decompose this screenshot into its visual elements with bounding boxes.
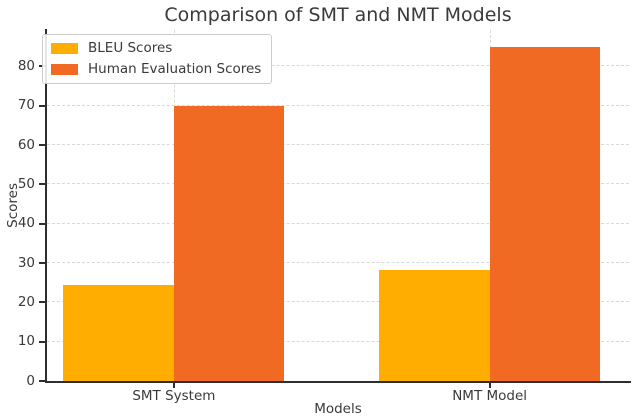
legend: BLEU Scores Human Evaluation Scores <box>42 34 273 85</box>
y-gridline-20 <box>47 301 629 303</box>
y-tick-label-70: 70 <box>17 96 35 113</box>
y-tick-mark-60 <box>39 144 45 147</box>
y-tick-mark-0 <box>39 380 45 382</box>
legend-swatch-bleu <box>51 43 78 55</box>
y-tick-mark-30 <box>39 262 45 265</box>
y-gridline-70 <box>47 104 629 106</box>
y-tick-label-60: 60 <box>17 136 35 153</box>
bar-bleu-nmt <box>379 269 490 381</box>
y-tick-label-80: 80 <box>17 57 35 74</box>
y-axis-spine <box>45 29 47 383</box>
legend-swatch-human <box>51 63 78 75</box>
x-axis-label: Models <box>314 401 362 417</box>
legend-label-bleu: BLEU Scores <box>88 40 173 56</box>
bar-bleu-smt <box>63 284 174 381</box>
y-gridline-30 <box>47 262 629 264</box>
y-tick-label-40: 40 <box>17 214 35 231</box>
y-gridline-10 <box>47 340 629 342</box>
y-tick-mark-50 <box>39 183 45 186</box>
x-tick-label-1: NMT Model <box>452 388 528 404</box>
y-tick-label-20: 20 <box>17 293 35 310</box>
y-tick-mark-20 <box>39 301 45 304</box>
y-tick-mark-10 <box>39 340 45 343</box>
plot-area: 0 10 20 30 40 50 60 70 80 SMT System NMT Model <box>18 30 629 403</box>
y-tick-label-0: 0 <box>26 372 35 389</box>
x-tick-mark-0 <box>172 383 175 388</box>
legend-item-bleu: BLEU Scores <box>51 40 261 57</box>
y-tick-mark-70 <box>39 104 45 107</box>
y-tick-label-10: 10 <box>17 332 35 349</box>
y-gridline-80 <box>47 65 629 67</box>
y-axis-label: Scores <box>4 30 22 381</box>
legend-label-human: Human Evaluation Scores <box>88 60 262 77</box>
y-tick-label-50: 50 <box>17 175 35 192</box>
x-axis-spine <box>45 381 631 383</box>
y-gridline-60 <box>47 144 629 146</box>
legend-item-human: Human Evaluation Scores <box>51 60 262 78</box>
y-gridline-40 <box>47 222 629 224</box>
y-gridline-50 <box>47 183 629 185</box>
chart-title: Comparison of SMT and NMT Models <box>164 4 512 26</box>
y-tick-mark-40 <box>39 222 45 225</box>
bar-human-smt <box>173 105 285 381</box>
y-tick-label-30: 30 <box>17 254 35 271</box>
x-tick-label-0: SMT System <box>132 388 216 404</box>
bar-human-nmt <box>489 46 601 381</box>
x-tick-mark-1 <box>488 383 491 388</box>
